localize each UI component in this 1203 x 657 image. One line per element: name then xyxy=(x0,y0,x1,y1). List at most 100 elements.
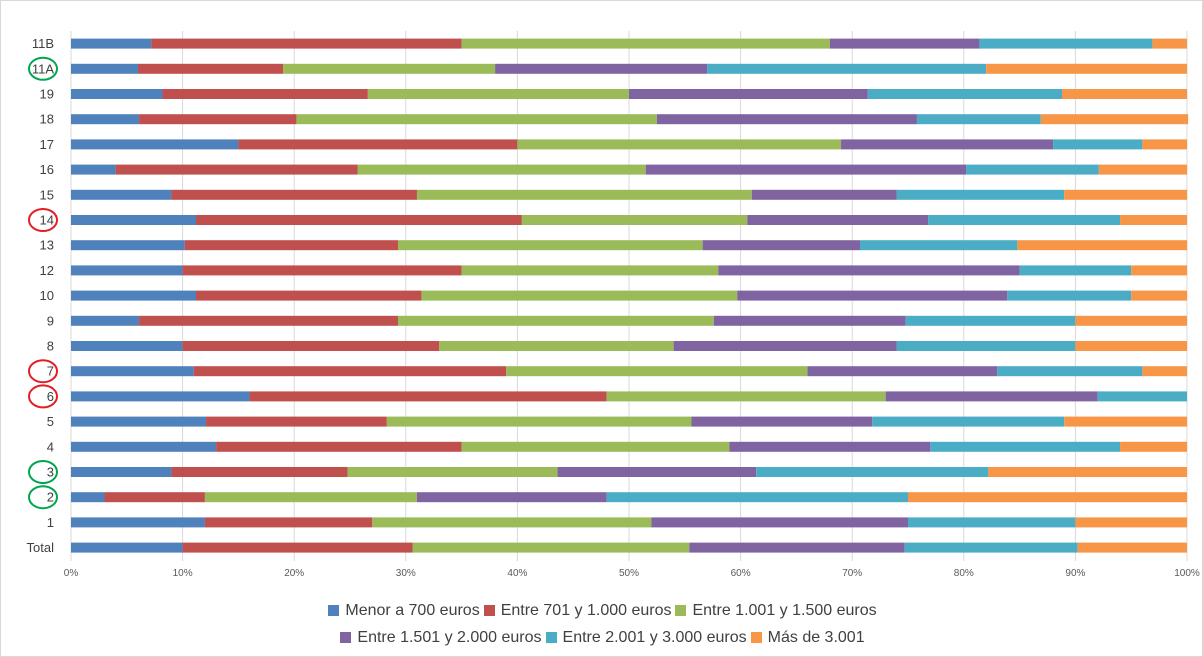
bar-segment xyxy=(896,189,1065,200)
bar-segment xyxy=(1040,114,1189,125)
bar-segment xyxy=(691,416,873,427)
category-label: 16 xyxy=(40,162,54,177)
legend-swatch xyxy=(675,605,687,616)
bar-segment xyxy=(416,492,607,503)
bar-segment xyxy=(71,517,205,528)
bar-segment xyxy=(729,441,931,452)
category-highlight-circle xyxy=(28,208,58,232)
bar-segment xyxy=(829,38,980,49)
bar-segment xyxy=(1053,139,1143,150)
x-tick-label: 40% xyxy=(507,568,527,579)
bar-segment xyxy=(896,341,1076,351)
category-label: 3 xyxy=(47,465,54,480)
legend-row: Menor a 700 euros Entre 701 y 1.000 euros… xyxy=(1,597,1203,624)
bar-segment xyxy=(204,517,373,528)
bar-segment xyxy=(737,290,1008,301)
bar-segment xyxy=(104,492,205,503)
bar-segment xyxy=(930,441,1121,452)
bar-segment xyxy=(421,290,738,301)
bar-segment xyxy=(707,63,987,74)
bar-segment xyxy=(71,492,105,503)
legend-swatch xyxy=(483,605,495,616)
bar-segment xyxy=(702,240,861,251)
bar-segment xyxy=(461,441,730,452)
bar-segment xyxy=(439,341,674,351)
bar-segment xyxy=(347,467,558,477)
bar-segment xyxy=(867,89,1063,99)
bar-segment xyxy=(1152,38,1187,49)
bar-segment xyxy=(195,215,522,225)
x-tick-label: 60% xyxy=(731,568,751,579)
legend-label: Entre 2.001 y 3.000 euros xyxy=(562,629,747,646)
bar-segment xyxy=(397,240,703,251)
bar-segment xyxy=(357,164,646,175)
bar-segment xyxy=(689,542,905,553)
bar-segment xyxy=(71,139,239,150)
category-label: 12 xyxy=(40,263,54,278)
bar-segment xyxy=(71,114,140,125)
bar-segment xyxy=(673,341,897,351)
bar-segment xyxy=(71,240,185,251)
bar-segment xyxy=(908,492,1187,503)
legend-item: Entre 1.001 y 1.500 euros xyxy=(675,597,877,624)
bar-segment xyxy=(249,391,607,402)
bar-segment xyxy=(461,265,719,276)
bar-segment xyxy=(557,467,757,477)
bar-segment xyxy=(283,63,496,74)
legend-item: Más de 3.001 xyxy=(750,624,865,651)
bar-segment xyxy=(1131,265,1187,276)
bar-segment xyxy=(966,164,1099,175)
category-label: Total xyxy=(27,540,55,555)
bar-segment xyxy=(928,215,1121,225)
legend-swatch xyxy=(328,605,340,616)
bar-segment xyxy=(986,63,1187,74)
category-label: 5 xyxy=(47,414,54,429)
category-highlight-circle xyxy=(28,359,58,384)
bar-segment xyxy=(506,366,808,377)
bar-segment xyxy=(1064,416,1187,427)
bar-segment xyxy=(386,416,692,427)
legend-row: Entre 1.501 y 2.000 euros Entre 2.001 y 3… xyxy=(1,624,1203,651)
bar-segment xyxy=(1064,189,1187,200)
category-label: 11A xyxy=(32,61,54,76)
bar-segment xyxy=(841,139,1054,150)
legend-label: Menor a 700 euros xyxy=(345,602,480,619)
category-highlight-circle xyxy=(28,56,58,81)
bar-segment xyxy=(1142,366,1187,377)
legend-label: Entre 701 y 1.000 euros xyxy=(500,602,672,619)
bar-segment xyxy=(807,366,998,377)
bar-segment xyxy=(71,467,172,477)
x-tick-label: 30% xyxy=(396,568,416,579)
legend-item: Entre 1.501 y 2.000 euros xyxy=(340,624,542,651)
bar-segment xyxy=(71,89,163,99)
bar-segment xyxy=(71,215,196,225)
category-label: 19 xyxy=(40,87,54,102)
bar-segment xyxy=(1075,315,1187,326)
bar-segment xyxy=(1007,290,1132,301)
legend-item: Entre 2.001 y 3.000 euros xyxy=(545,624,747,651)
bar-segment xyxy=(651,517,908,528)
legend-item: Entre 701 y 1.000 euros xyxy=(483,597,672,624)
bar-segment xyxy=(416,189,752,200)
bar-segment xyxy=(71,542,183,553)
bar-segment xyxy=(71,416,207,427)
x-tick-label: 0% xyxy=(64,568,79,579)
bar-segment xyxy=(71,341,183,351)
labels-layer: 0% 10% 20% 30% 40% 50% 60% 70% 80% 90% 100% 11B 11A 1… xyxy=(27,36,1200,579)
bar-segment xyxy=(206,416,387,427)
bar-segment xyxy=(71,315,140,326)
bar-segment xyxy=(629,89,868,99)
bar-segment xyxy=(751,189,897,200)
bar-segment xyxy=(988,467,1187,477)
bar-segment xyxy=(1142,139,1187,150)
bar-segment xyxy=(1062,89,1187,99)
legend-label: Más de 3.001 xyxy=(767,629,865,646)
legend-label: Entre 1.001 y 1.500 euros xyxy=(692,602,877,619)
category-label: 15 xyxy=(40,187,54,202)
bar-segment xyxy=(71,265,183,276)
x-tick-label: 50% xyxy=(619,568,639,579)
bar-segment xyxy=(1077,542,1187,553)
category-highlight-circle xyxy=(28,485,58,510)
bar-segment xyxy=(656,114,917,125)
